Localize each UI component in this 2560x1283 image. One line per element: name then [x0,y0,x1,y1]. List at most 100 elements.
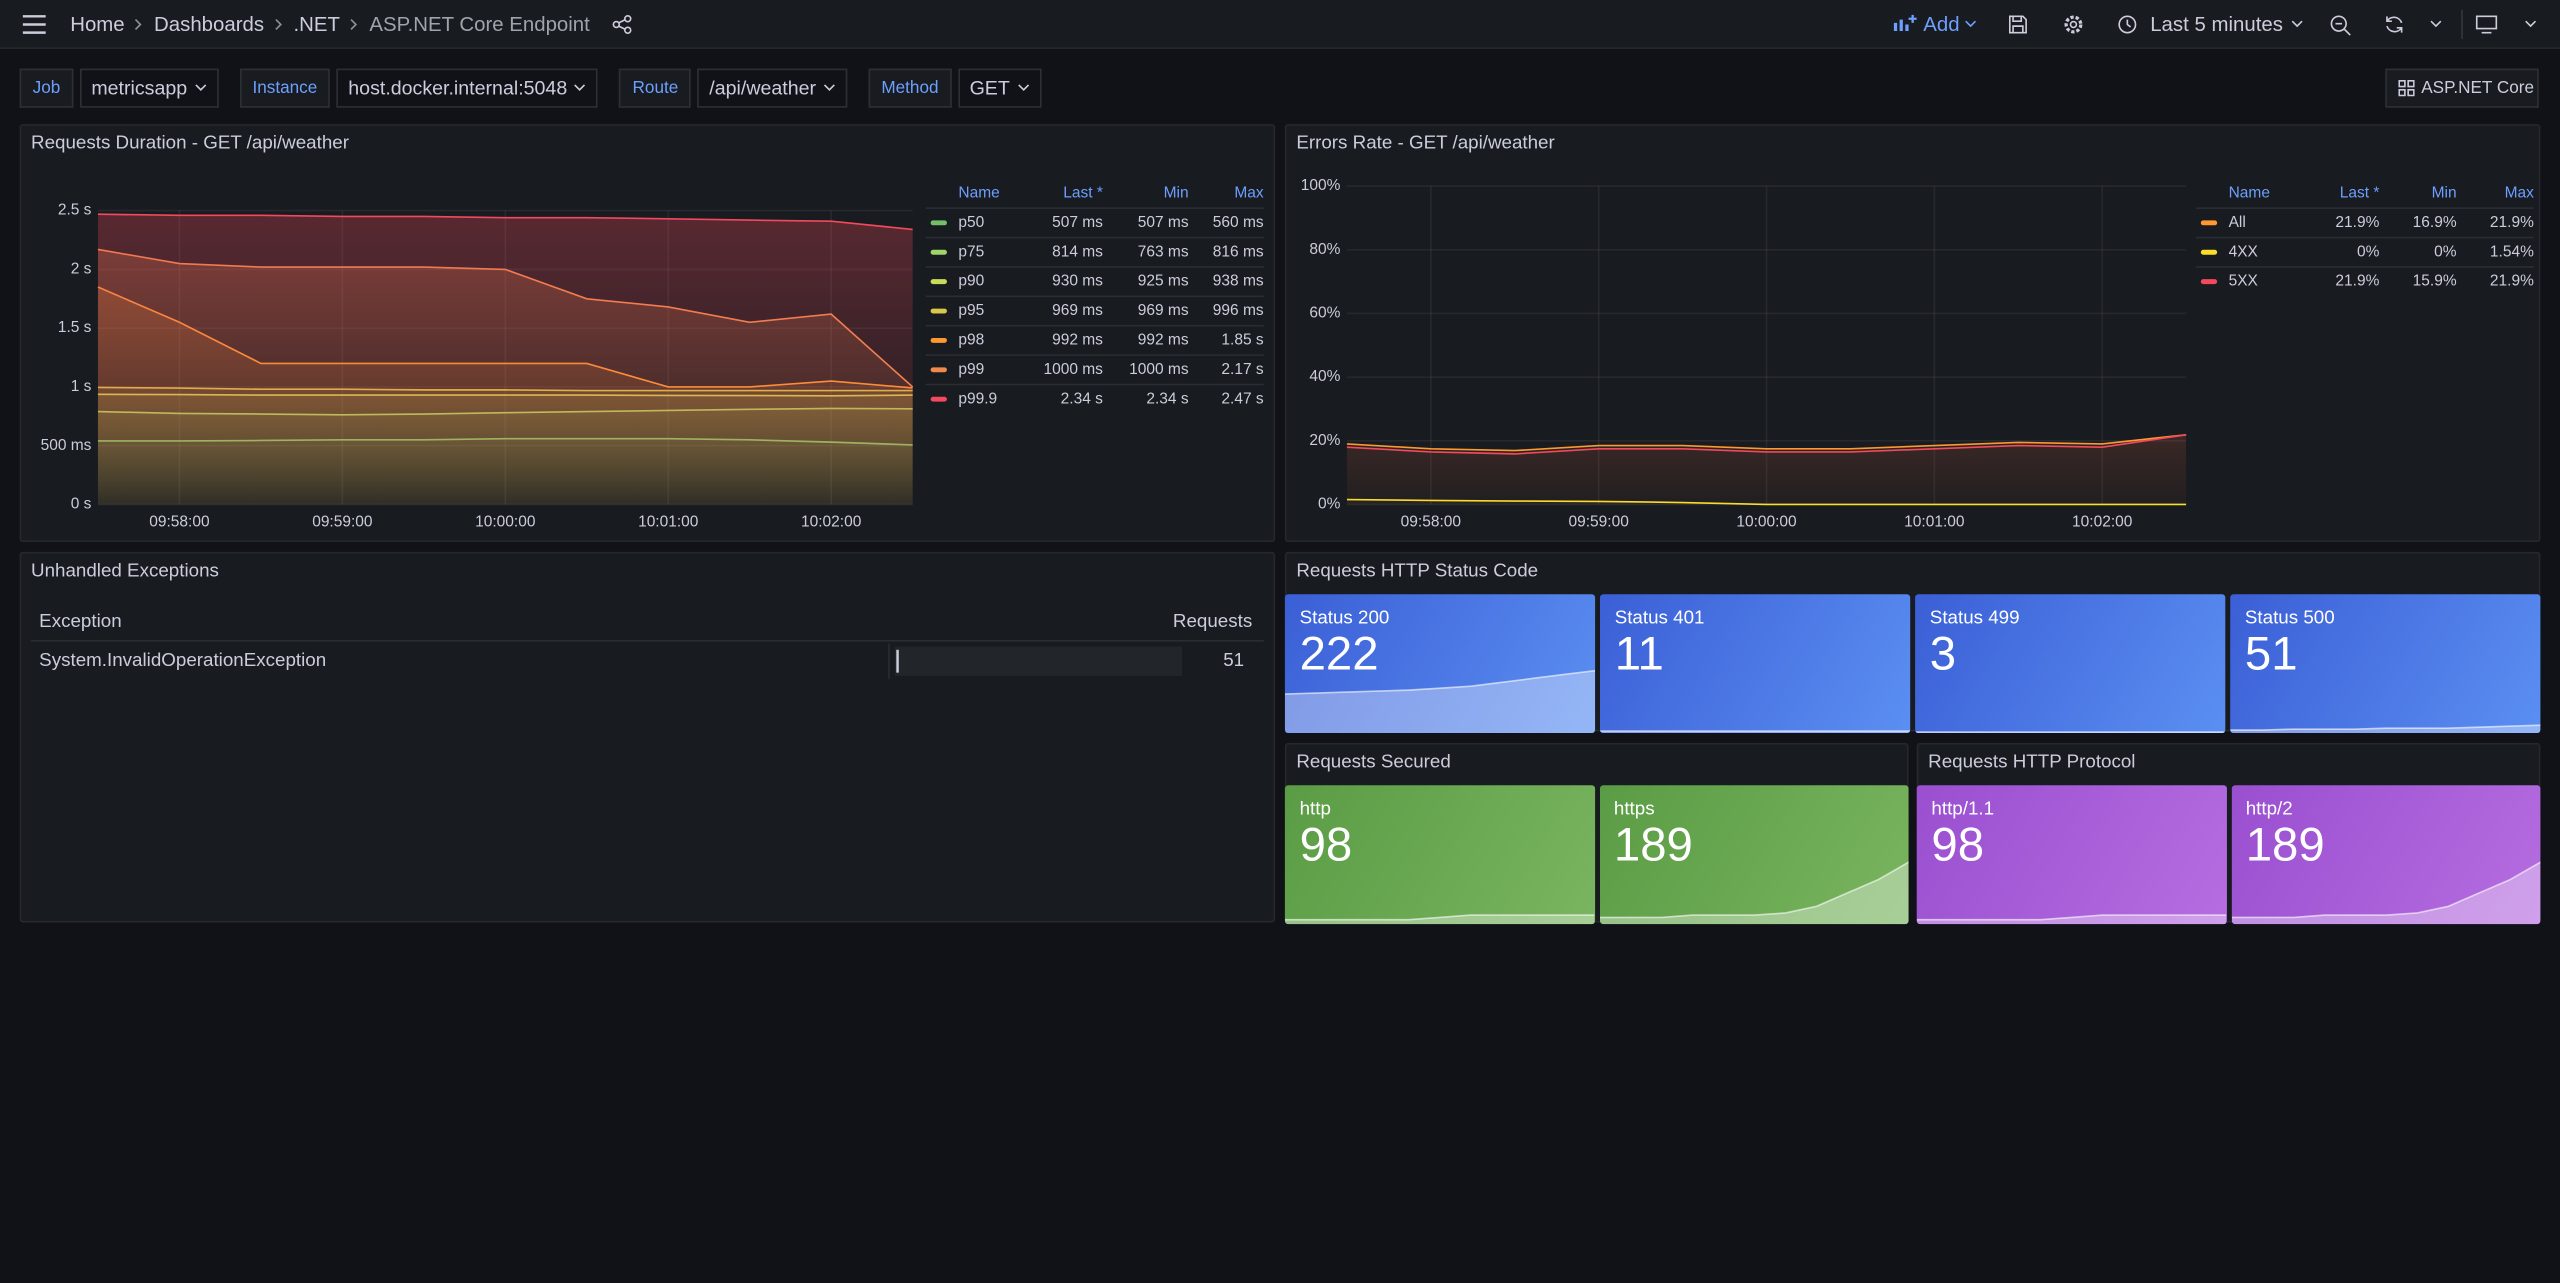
breadcrumb[interactable]: .NET [293,13,340,36]
breadcrumb[interactable]: Home [70,13,125,36]
breadcrumb[interactable]: Dashboards [154,13,265,36]
sparkline-area [1284,915,1595,925]
dashboard-link[interactable]: ASP.NET Core [2385,68,2539,108]
legend-row[interactable]: p98 992 ms 992 ms 1.85 s [925,324,1264,356]
variable-select[interactable]: host.docker.internal:5048 [336,68,599,108]
legend-name: 5XX [2228,272,2258,291]
legend-row[interactable]: p99 1000 ms 1000 ms 2.17 s [925,354,1264,385]
icon-part [1893,22,1898,32]
legend-column[interactable]: Max [1234,184,1264,203]
refresh-button[interactable] [2384,15,2405,35]
zoom-out-button[interactable] [2330,15,2351,36]
sparkline-line [1284,914,1595,921]
panel-title: Requests Secured [1296,752,1451,773]
legend-name-cell: p98 [925,324,1018,356]
legend-min: 925 ms [1102,266,1189,297]
legend-column[interactable]: Last * [1063,184,1103,203]
stat-name: http/2 [2245,799,2293,820]
legend-name-cell: p50 [925,207,1018,238]
variable-label: Instance [239,68,331,108]
legend-last: 21.9% [2302,207,2380,238]
variable-select[interactable]: /api/weather [697,68,848,108]
menu-button[interactable] [21,13,47,36]
time-range-picker[interactable]: Last 5 minutes [2150,13,2283,36]
legend-name-cell: p90 [925,266,1018,297]
legend-name: p90 [958,272,985,291]
y-tick-label: 2.5 s [58,202,92,219]
link-text: ASP.NET Core [2421,78,2534,98]
variable-select[interactable]: metricsapp [79,68,219,108]
x-tick-label: 09:58:00 [149,514,210,531]
legend-column[interactable]: Name [958,184,1000,203]
view-mode-button[interactable] [2475,15,2498,35]
legend-max: 560 ms [1188,207,1264,238]
icon-part [2398,88,2406,97]
legend-column[interactable]: Last * [2339,184,2380,203]
legend-row[interactable]: p75 814 ms 763 ms 816 ms [925,236,1264,267]
legend-name-cell: p95 [925,295,1018,326]
panel-title: Unhandled Exceptions [31,561,219,582]
stat-name: Status 401 [1614,608,1705,629]
legend-header: Name Last * Min Max [926,180,1264,209]
column-header[interactable]: Exception [39,612,122,632]
link-icon [2398,80,2415,97]
legend-name-cell: p99.9 [925,383,1018,414]
chart: 0 s 500 ms 1 s 1.5 s 2 s 2.5 s 09:58:00 09:59:0… [41,202,914,531]
add-button[interactable]: Add [1923,13,1960,36]
legend-last: 814 ms [1017,236,1103,267]
stat-name: http [1299,799,1331,820]
stat-value: 98 [1931,819,1985,872]
legend-row[interactable]: 5XX 21.9% 15.9% 21.9% [2195,266,2534,296]
chevron [2525,20,2537,28]
legend-column[interactable]: Name [2228,184,2270,203]
icon-part [2069,20,2078,29]
legend-row[interactable]: p90 930 ms 925 ms 938 ms [925,266,1264,297]
icon-part [618,18,627,31]
settings-button[interactable] [2064,15,2084,35]
refresh-interval-button[interactable] [2429,20,2442,30]
stat-name: http/1.1 [1931,799,1995,820]
legend-name-cell: p99 [925,354,1018,385]
icon-part [22,15,46,34]
legend-min: 763 ms [1102,236,1189,267]
sparkline-line [1916,914,2227,921]
y-tick-label: 80% [1309,241,1340,258]
chevron-path [194,84,206,91]
legend-min: 2.34 s [1102,383,1189,414]
variable: Method GET [868,68,1041,108]
legend-last: 992 ms [1017,324,1103,356]
legend-row[interactable]: p99.9 2.34 s 2.34 s 2.47 s [925,383,1264,414]
icon-part [2335,22,2351,36]
legend-swatch [930,249,947,255]
legend-column[interactable]: Max [2504,184,2534,203]
save-button[interactable] [2008,15,2028,35]
chevron [2291,20,2303,28]
y-tick-label: 0% [1318,496,1341,513]
legend-column[interactable]: Min [1163,184,1189,203]
stat-value: 98 [1299,819,1353,872]
legend-row[interactable]: All 21.9% 16.9% 21.9% [2195,207,2534,238]
legend-last: 930 ms [1017,266,1103,297]
share-button[interactable] [613,15,633,35]
icon-part [2525,20,2537,28]
panel-title: Requests HTTP Protocol [1928,752,2136,773]
legend-column[interactable]: Min [2431,184,2457,203]
legend-name: p50 [958,213,985,232]
x-tick-label: 10:00:00 [1736,514,1797,531]
cell: System.InvalidOperationException [39,651,327,672]
legend-row[interactable]: p95 969 ms 969 ms 996 ms [925,295,1264,326]
sparkline [1599,861,1909,925]
icon-part [1965,20,1977,28]
legend-last: 21.9% [2302,266,2380,296]
sparkline [1284,669,1596,734]
y-tick-label: 60% [1309,305,1340,322]
legend-header: Name Last * Min Max [2196,180,2534,209]
legend-row[interactable]: 4XX 0% 0% 1.54% [2195,236,2534,267]
icon-part [1905,24,1909,32]
legend-min: 969 ms [1102,295,1189,326]
legend-row[interactable]: p50 507 ms 507 ms 560 ms [925,207,1264,238]
sparkline-line [1599,861,1909,919]
variable-select[interactable]: GET [958,68,1041,108]
column-header[interactable]: Requests [1172,612,1253,632]
gauge-bar [896,649,899,673]
